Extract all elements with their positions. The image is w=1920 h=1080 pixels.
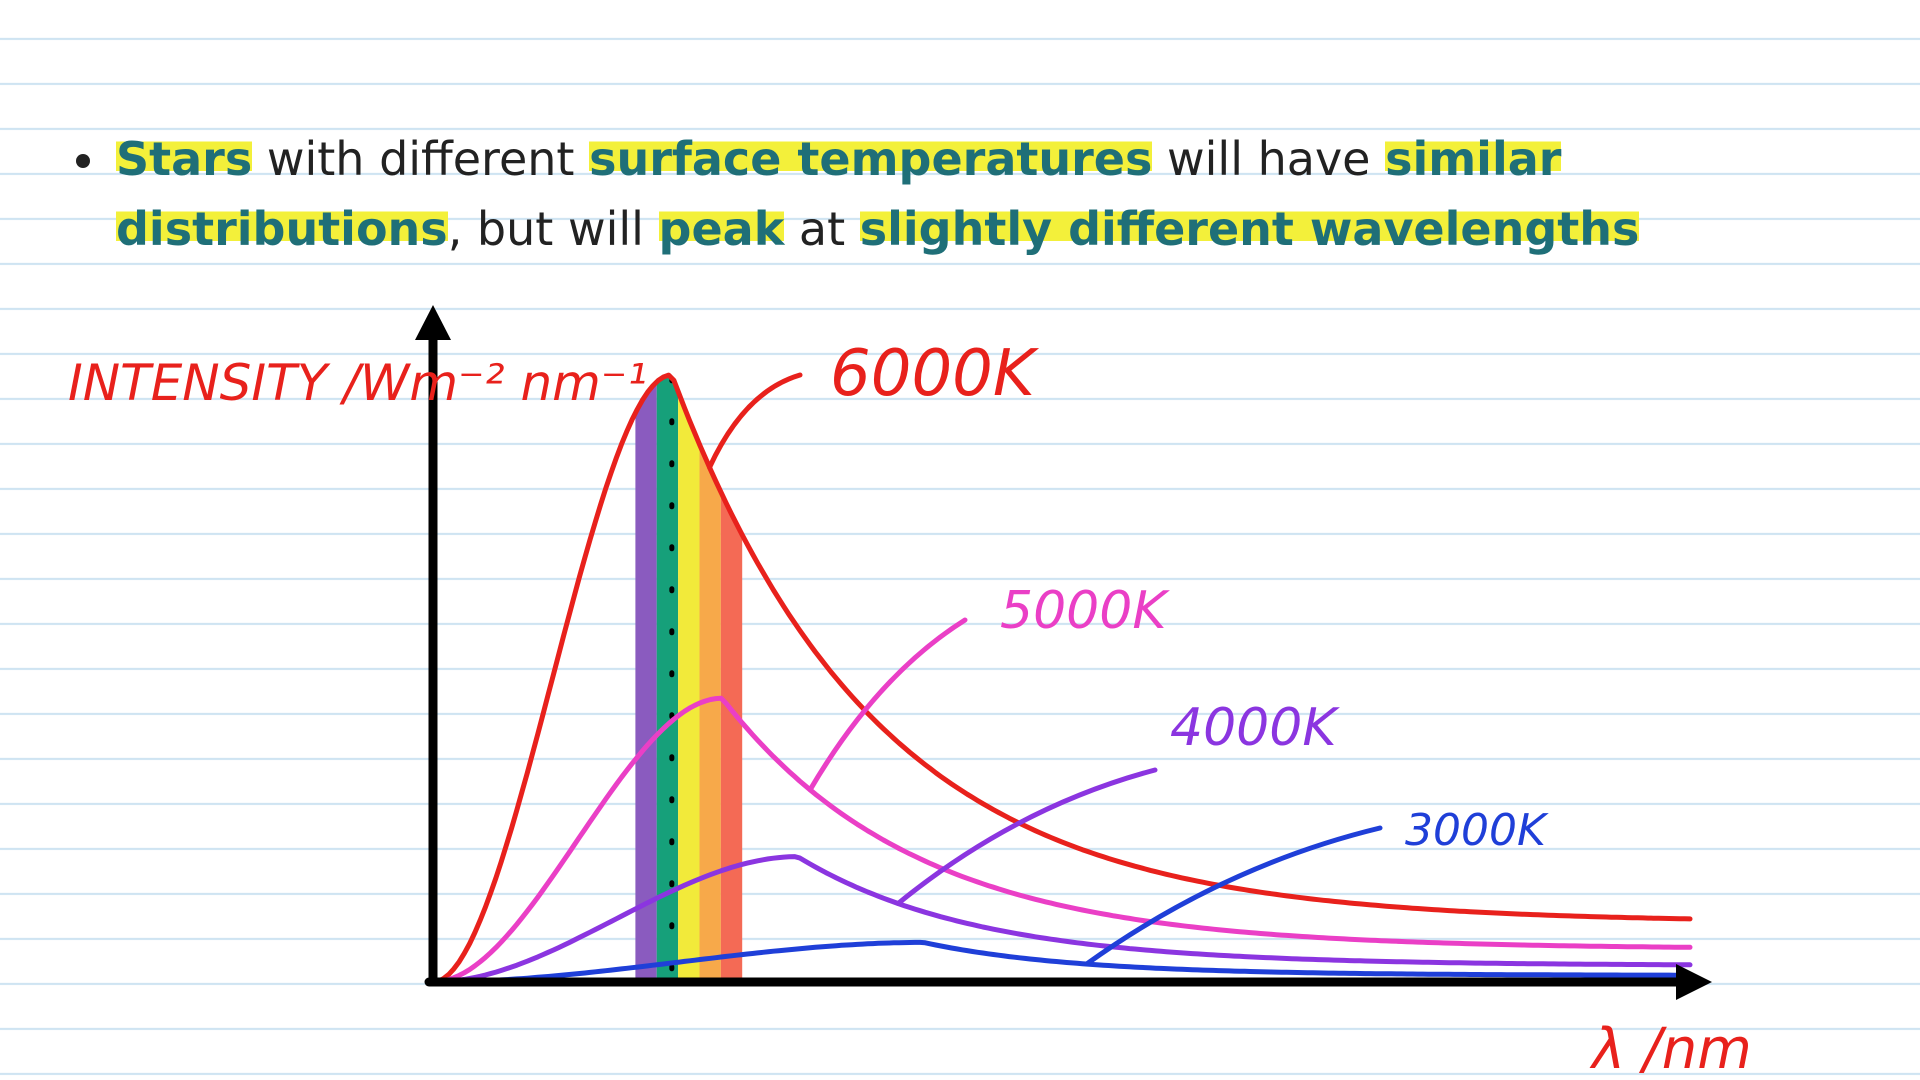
- series-leader-3000K: [1084, 825, 1383, 967]
- spectrum-stripe: [699, 444, 721, 982]
- series-leader-4000K: [895, 767, 1158, 906]
- bullet-point: Stars with different surface temperature…: [72, 124, 1772, 264]
- series-label-6000K: 6000K: [830, 337, 1040, 411]
- axes: [415, 305, 1712, 1000]
- bullet-part: at: [784, 202, 860, 256]
- series-line-5000K: [430, 695, 1693, 985]
- visible-spectrum-band: [635, 374, 743, 985]
- x-axis-arrowhead: [1676, 964, 1712, 1000]
- bullet-part: surface temperatures: [589, 132, 1153, 186]
- y-axis-label: INTENSITY /Wm⁻² nm⁻¹: [68, 354, 647, 412]
- series-line-6000K: [430, 372, 1693, 985]
- bullet-part: will have: [1152, 132, 1386, 186]
- series-line-4000K: [430, 854, 1693, 985]
- spectrum-stripe: [656, 374, 679, 982]
- series-label-4000K: 4000K: [1170, 698, 1340, 758]
- bullet-part: slightly different wavelengths: [859, 202, 1640, 256]
- bullet-part: peak: [658, 202, 785, 256]
- spectrum-stripe: [720, 492, 743, 982]
- bullet-part: with different: [252, 132, 590, 186]
- intensity-curves: [430, 372, 1693, 985]
- bullet-part: Stars: [116, 132, 253, 186]
- bullet-part: , but will: [447, 202, 659, 256]
- series-leader-5000K: [807, 617, 968, 793]
- bullet-text: Stars with different surface temperature…: [116, 124, 1772, 264]
- spectrum-stripe: [635, 381, 657, 982]
- series-leader-6000K: [707, 372, 803, 470]
- x-axis-label: λ /nm: [1589, 1017, 1752, 1080]
- series-label-5000K: 5000K: [1000, 581, 1170, 641]
- bullet-dot: [76, 154, 90, 168]
- series-line-3000K: [430, 939, 1693, 985]
- y-axis-arrowhead: [415, 305, 451, 340]
- spectrum-stripe: [678, 391, 700, 982]
- series-label-3000K: 3000K: [1405, 805, 1549, 856]
